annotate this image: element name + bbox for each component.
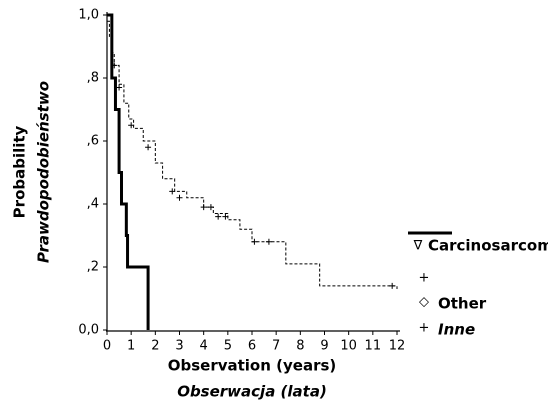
y-tick-label: 0,0 xyxy=(78,323,99,338)
legend-label: Other xyxy=(438,295,487,313)
survival-curve xyxy=(107,13,150,330)
censor-mark xyxy=(215,213,222,220)
censor-mark xyxy=(145,144,152,151)
censor-mark xyxy=(251,238,258,245)
censor-mark xyxy=(116,84,123,91)
censor-mark xyxy=(128,122,135,129)
x-label-2: Obserwacja (lata) xyxy=(177,383,327,401)
x-tick-label: 12 xyxy=(389,339,406,354)
x-tick-label: 4 xyxy=(200,339,208,354)
legend-label: Carcinosarcoma xyxy=(428,237,548,255)
x-tick-label: 11 xyxy=(365,339,382,354)
x-tick-label: 6 xyxy=(248,339,256,354)
x-tick-label: 1 xyxy=(127,339,135,354)
censor-mark xyxy=(222,213,229,220)
x-label: Observation (years) xyxy=(168,357,337,375)
censor-mark xyxy=(389,282,396,289)
y-label: Probability xyxy=(11,125,29,218)
x-tick-label: 5 xyxy=(224,339,232,354)
censor-mark xyxy=(265,238,272,245)
x-tick-label: 8 xyxy=(296,339,304,354)
x-tick-label: 9 xyxy=(320,339,328,354)
x-tick-label: 10 xyxy=(340,339,357,354)
y-tick-label: ,6 xyxy=(87,134,99,149)
y-tick-label: ,4 xyxy=(87,197,99,212)
y-tick-label: ,2 xyxy=(87,260,99,275)
y-tick-label: 1,0 xyxy=(78,8,99,23)
censor-mark xyxy=(169,188,176,195)
x-tick-label: 7 xyxy=(272,339,280,354)
legend-label: Inne xyxy=(438,321,475,339)
x-tick-label: 2 xyxy=(151,339,159,354)
x-tick-label: 0 xyxy=(103,339,111,354)
survival-curve xyxy=(107,20,398,290)
censor-mark xyxy=(176,194,183,201)
y-label-2: Prawdopodobieństwo xyxy=(35,81,53,263)
censor-mark xyxy=(200,204,207,211)
legend-symbol: ∇ xyxy=(413,239,423,254)
legend-symbol: + xyxy=(419,321,430,336)
censor-mark xyxy=(207,204,214,211)
legend-symbol: + xyxy=(419,271,430,286)
censor-mark xyxy=(111,62,118,69)
legend-symbol: ◇ xyxy=(419,295,429,310)
y-tick-label: ,8 xyxy=(87,71,99,86)
x-tick-label: 3 xyxy=(175,339,183,354)
